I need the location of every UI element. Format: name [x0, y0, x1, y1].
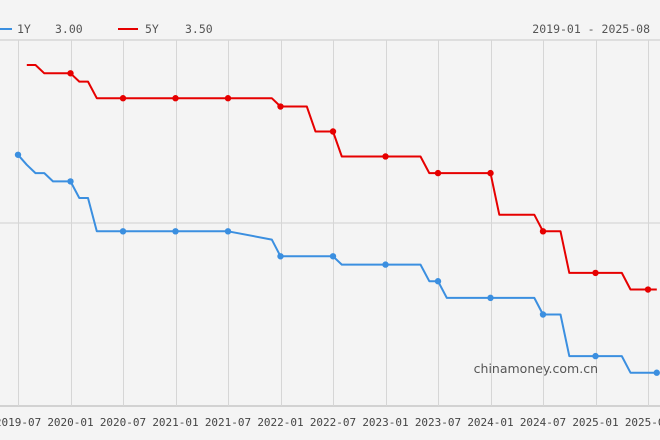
x-tick-label-5: 2022-01: [257, 416, 303, 429]
point-5y-1: [119, 95, 127, 102]
point-1y-3: [172, 228, 179, 235]
point-5y-4: [277, 103, 284, 110]
x-tick-label-3: 2021-01: [152, 416, 198, 429]
series-line-1y: [17, 154, 657, 374]
legend-5y-name: 5Y: [145, 22, 159, 36]
point-5y-11: [644, 286, 652, 293]
x-tick-label-0: 2019-07: [0, 416, 41, 429]
x-tick-label-7: 2023-01: [362, 416, 408, 429]
x-tick-label-8: 2023-07: [415, 416, 461, 429]
x-tick-label-6: 2022-07: [310, 416, 356, 429]
chart-legend: 1Y 3.00 5Y 3.50 2019-01 - 2025-08: [0, 22, 650, 36]
point-1y-9: [487, 294, 494, 302]
x-tick-label-11: 2025-01: [572, 416, 618, 429]
x-axis-ticks: 2019-07 2020-01 2020-07 2021-01 2021-07 2022-…: [0, 416, 660, 429]
chart-series: [14, 64, 660, 376]
x-tick-label-2: 2020-07: [100, 416, 146, 429]
point-5y-8: [487, 169, 494, 177]
point-1y-11: [592, 352, 599, 360]
point-5y-5: [329, 128, 337, 135]
legend-1y-name: 1Y: [17, 22, 31, 36]
legend-5y-value: 3.50: [185, 22, 213, 36]
x-tick-label-9: 2024-01: [467, 416, 513, 429]
date-range-label: 2019-01 - 2025-08: [532, 22, 650, 36]
point-5y-0: [67, 70, 74, 77]
point-1y-4: [224, 228, 232, 235]
point-1y-8: [434, 278, 442, 285]
x-tick-label-12: 2025-07: [625, 416, 660, 429]
point-1y-2: [119, 228, 127, 235]
point-5y-9: [539, 228, 547, 235]
point-1y-6: [329, 253, 337, 260]
point-5y-6: [382, 153, 389, 160]
point-5y-3: [224, 95, 232, 102]
point-1y-5: [277, 253, 284, 260]
point-1y-12: [653, 369, 660, 376]
point-1y-7: [382, 261, 389, 268]
legend-1y-value: 3.00: [55, 22, 83, 36]
chart-grid: [0, 39, 660, 407]
watermark: chinamoney.com.cn: [474, 361, 598, 376]
x-tick-label-10: 2024-07: [520, 416, 566, 429]
x-tick-label-1: 2020-01: [47, 416, 93, 429]
point-1y-0: [14, 151, 22, 158]
point-1y-10: [539, 311, 547, 318]
point-5y-10: [592, 269, 599, 277]
point-5y-7: [434, 169, 442, 177]
point-5y-2: [172, 95, 179, 102]
x-tick-label-4: 2021-07: [205, 416, 251, 429]
point-1y-1: [67, 178, 74, 185]
